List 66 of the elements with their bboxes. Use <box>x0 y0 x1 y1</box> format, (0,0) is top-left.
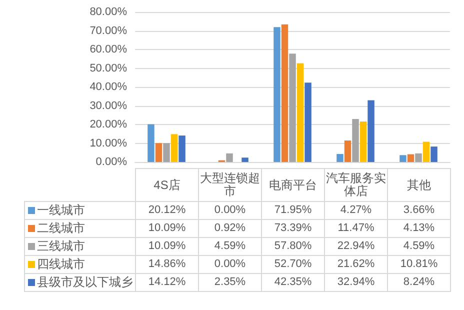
data-label: 10.09% <box>136 238 198 256</box>
y-tick-label: 40.00% <box>90 81 128 93</box>
legend-label: 二线城市 <box>24 220 136 238</box>
bar <box>296 63 304 162</box>
legend-label: 三线城市 <box>24 238 136 256</box>
bar <box>148 124 154 162</box>
data-label: 0.00% <box>198 256 262 274</box>
y-tick-label: 60.00% <box>90 44 128 56</box>
bar <box>336 154 344 162</box>
data-label: 52.70% <box>262 256 324 274</box>
data-label: 0.00% <box>198 202 262 220</box>
data-label: 8.24% <box>388 274 450 292</box>
data-label: 14.12% <box>136 274 198 292</box>
bar <box>289 54 296 162</box>
data-label: 73.39% <box>262 220 324 238</box>
data-label: 71.95% <box>262 202 324 220</box>
data-label: 4.13% <box>388 220 450 238</box>
data-label: 4.59% <box>388 238 450 256</box>
bar <box>281 24 288 162</box>
data-label: 57.80% <box>262 238 324 256</box>
data-label: 32.94% <box>324 274 388 292</box>
y-tick-label: 20.00% <box>90 118 128 130</box>
bar <box>400 155 406 162</box>
bar <box>352 118 359 162</box>
data-label: 21.62% <box>324 256 388 274</box>
x-tick-label: 4S店 <box>136 168 198 202</box>
bar <box>360 121 367 162</box>
bar <box>407 154 414 162</box>
x-tick-label: 其他 <box>388 168 450 202</box>
data-label: 20.12% <box>136 202 198 220</box>
data-label: 2.35% <box>198 274 262 292</box>
bar <box>304 82 312 162</box>
x-tick-label: 汽车服务实体店 <box>324 168 388 202</box>
data-label: 14.86% <box>136 256 198 274</box>
legend-label: 四线城市 <box>24 256 136 274</box>
y-tick-label: 70.00% <box>90 24 128 37</box>
data-label: 42.35% <box>262 274 324 292</box>
legend-label: 县级市及以下城乡 <box>24 274 136 292</box>
x-tick-label: 电商平台 <box>262 168 324 202</box>
y-tick-label: 30.00% <box>90 100 128 112</box>
data-label: 4.59% <box>198 238 262 256</box>
data-label: 22.94% <box>324 238 388 256</box>
bar <box>368 100 374 162</box>
y-tick-label: 80.00% <box>90 6 128 18</box>
data-label: 4.27% <box>324 202 388 220</box>
bar <box>178 136 186 162</box>
y-tick-label: 0.00% <box>96 156 128 168</box>
bar <box>155 143 162 162</box>
data-label: 10.09% <box>136 220 198 238</box>
bar <box>415 153 422 162</box>
data-label: 10.81% <box>388 256 450 274</box>
bar <box>344 140 352 162</box>
bar <box>226 153 233 162</box>
y-tick-label: 10.00% <box>90 137 128 150</box>
data-label: 11.47% <box>324 220 388 238</box>
y-tick-label: 50.00% <box>90 62 128 74</box>
bar <box>430 146 438 162</box>
data-label: 0.92% <box>198 220 262 238</box>
x-tick-label: 大型连锁超市 <box>198 168 262 202</box>
data-label: 3.66% <box>388 202 450 220</box>
bar <box>163 143 170 162</box>
bar <box>274 27 280 162</box>
bar <box>170 134 178 162</box>
bar <box>242 158 248 162</box>
bar <box>422 142 430 162</box>
legend-label: 一线城市 <box>24 202 136 220</box>
